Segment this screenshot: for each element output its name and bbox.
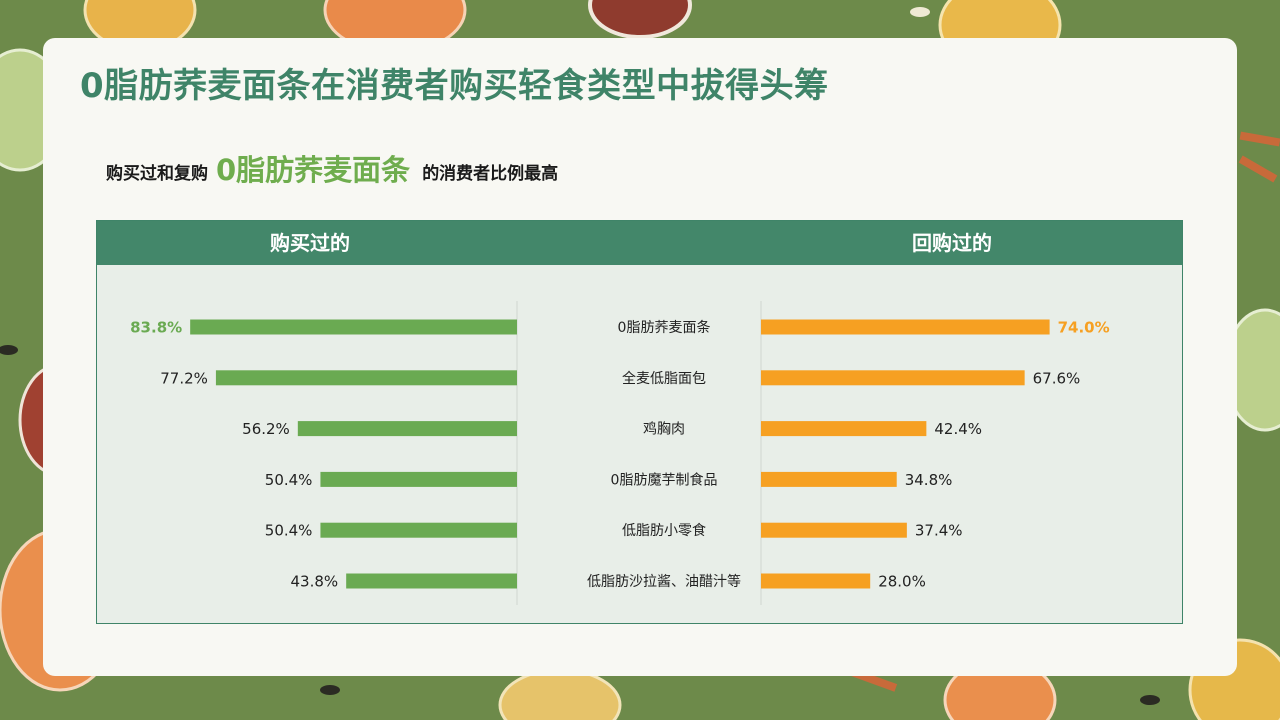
value-label-repurchased: 28.0% [878,573,926,591]
value-label-purchased: 50.4% [265,522,313,540]
category-label: 全麦低脂面包 [622,370,706,387]
bar-purchased [215,370,518,386]
bar-repurchased [761,319,1050,335]
bar-repurchased [761,421,927,437]
repurchased-header: 回购过的 [912,231,992,255]
value-label-repurchased: 74.0% [1058,319,1110,337]
bar-purchased [346,573,517,589]
category-label: 低脂肪沙拉酱、油醋汁等 [587,573,741,590]
value-label-repurchased: 42.4% [934,420,982,438]
purchased-header: 购买过的 [270,231,350,255]
category-label: 0脂肪魔芋制食品 [611,471,718,488]
bar-repurchased [761,522,907,538]
value-label-repurchased: 67.6% [1033,369,1081,387]
category-label: 0脂肪荞麦面条 [618,319,711,336]
value-label-purchased: 43.8% [291,573,339,591]
bar-purchased [320,471,517,487]
bar-repurchased [761,471,897,487]
value-label-purchased: 77.2% [160,369,208,387]
butterfly-bar-chart: 83.8% 0脂肪荞麦面条 74.0% 77.2% 全麦低脂面包 67.6% 56.2% 鸡胸… [130,301,1110,605]
value-label-purchased: 56.2% [242,420,290,438]
subtitle: 购买过和复购 0脂肪荞麦面条 的消费者比例最高 [106,148,558,194]
chart-header: 购买过的 回购过的 [97,221,1182,265]
chart-panel: 购买过的 回购过的 83.8% 0脂肪荞麦面条 74.0% 77.2% 全麦低脂面包 67… [96,220,1183,624]
bar-repurchased [761,573,871,589]
bar-repurchased [761,370,1025,386]
subtitle-prefix: 购买过和复购 [106,163,208,184]
value-label-repurchased: 34.8% [905,471,953,489]
subtitle-highlight: 0脂肪荞麦面条 [216,153,411,187]
value-label-repurchased: 37.4% [915,522,963,540]
bar-purchased [320,522,517,538]
page-title: 0脂肪荞麦面条在消费者购买轻食类型中拔得头筹 [80,66,829,106]
subtitle-suffix: 的消费者比例最高 [422,163,559,184]
bar-purchased [190,319,517,335]
value-label-purchased: 50.4% [265,471,313,489]
value-label-purchased: 83.8% [130,319,182,337]
category-label: 低脂肪小零食 [622,522,706,539]
bar-purchased [297,421,517,437]
category-label: 鸡胸肉 [643,421,685,438]
